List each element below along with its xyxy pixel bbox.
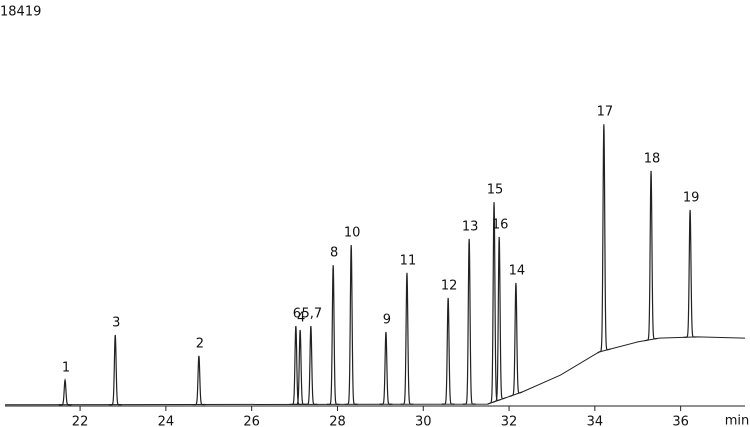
peak-label: 2 xyxy=(196,336,204,351)
peak xyxy=(441,297,455,405)
x-tick-label: 30 xyxy=(415,415,432,427)
peak-label: 1 xyxy=(62,361,70,376)
peak-label: 16 xyxy=(492,217,509,232)
peak-label: 5,7 xyxy=(302,307,323,322)
x-tick-label: 36 xyxy=(672,415,689,427)
x-tick-label: 32 xyxy=(501,415,518,427)
peak xyxy=(108,334,122,406)
peak xyxy=(192,355,206,406)
peak xyxy=(597,124,611,354)
peak xyxy=(400,272,414,405)
peak-label: 14 xyxy=(509,263,526,278)
peak xyxy=(487,202,501,405)
peak-label: 12 xyxy=(441,278,458,293)
peak xyxy=(326,265,340,405)
x-tick-label: 28 xyxy=(329,415,346,427)
x-axis-label: min xyxy=(725,414,750,427)
chart-title: 18419 xyxy=(0,5,41,20)
peak xyxy=(289,326,303,405)
peak-label: 13 xyxy=(462,219,479,234)
peak-label: 3 xyxy=(112,315,120,330)
peak-label: 4 xyxy=(297,310,305,325)
peak xyxy=(644,170,658,342)
peak-label: 10 xyxy=(344,226,361,241)
peak-label: 8 xyxy=(330,246,338,261)
peak-label: 9 xyxy=(383,312,391,327)
peak-label: 19 xyxy=(683,190,700,205)
peak-label: 17 xyxy=(597,105,614,120)
x-tick-label: 22 xyxy=(72,415,89,427)
peak-label: 15 xyxy=(487,183,504,198)
x-tick-label: 34 xyxy=(587,415,604,427)
peak-label: 18 xyxy=(644,151,661,166)
peak xyxy=(509,282,523,398)
peak-label: 11 xyxy=(400,253,417,268)
peak xyxy=(379,331,393,405)
peak xyxy=(462,238,476,405)
x-tick-label: 24 xyxy=(158,415,175,427)
peak xyxy=(304,326,318,405)
peak-label: 6 xyxy=(293,307,301,322)
x-tick-label: 26 xyxy=(243,415,260,427)
peak xyxy=(683,209,697,338)
peak xyxy=(492,236,506,403)
peak xyxy=(58,377,72,406)
peak xyxy=(344,245,358,405)
